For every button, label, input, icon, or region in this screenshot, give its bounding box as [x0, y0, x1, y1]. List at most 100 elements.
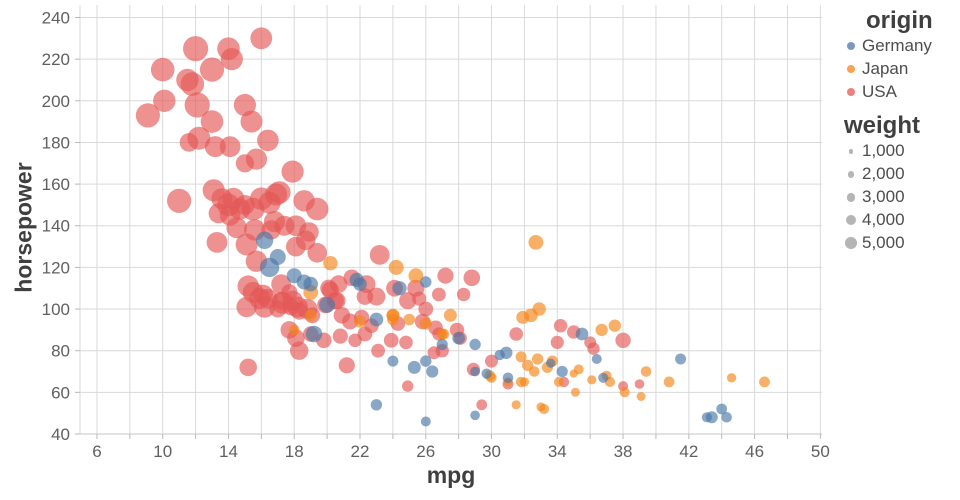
data-point: [200, 110, 224, 133]
data-point: [187, 126, 211, 150]
data-point: [269, 300, 287, 318]
y-tick-label: 100: [42, 300, 70, 319]
size-swatch-icon: [846, 192, 856, 202]
data-point: [516, 310, 530, 324]
y-axis-title: horsepower: [10, 162, 37, 293]
data-point: [619, 387, 630, 398]
data-point: [509, 327, 523, 341]
data-point: [587, 375, 597, 385]
data-point: [470, 366, 480, 377]
data-point: [150, 57, 175, 82]
legend-item-weight-1000: 1,000: [840, 140, 958, 163]
data-point: [419, 317, 432, 330]
data-point: [550, 335, 564, 349]
x-tick-label: 22: [351, 442, 370, 461]
data-point: [500, 346, 513, 359]
data-point: [204, 136, 226, 158]
legend-item-label: 3,000: [862, 187, 905, 207]
data-point: [470, 410, 480, 421]
data-point: [388, 259, 404, 275]
data-point: [759, 376, 770, 388]
size-swatch-icon: [845, 237, 857, 250]
data-point: [705, 411, 718, 424]
data-point: [481, 368, 492, 379]
legend-item-weight-2000: 2,000: [840, 163, 958, 186]
size-swatch-icon: [847, 170, 855, 178]
data-point: [556, 365, 568, 378]
data-point: [528, 235, 544, 250]
data-point: [663, 376, 675, 388]
data-point: [573, 364, 584, 375]
data-point: [463, 269, 481, 287]
data-point: [587, 342, 600, 355]
legend-item-weight-5000: 5,000: [840, 232, 958, 255]
data-point: [235, 195, 255, 215]
legend-item-label: Germany: [862, 35, 932, 55]
data-point: [436, 338, 448, 351]
data-point: [570, 387, 580, 397]
data-point: [357, 326, 373, 342]
data-point: [183, 36, 209, 62]
size-swatch-icon: [848, 148, 854, 154]
x-tick-label: 6: [92, 442, 101, 461]
data-point: [296, 274, 312, 290]
data-point: [233, 93, 256, 117]
y-tick-label: 160: [42, 175, 70, 194]
data-point: [367, 287, 386, 306]
legend-item-weight-4000: 4,000: [840, 209, 958, 232]
legend-item-label: 2,000: [862, 164, 905, 184]
data-point: [299, 222, 319, 242]
data-point: [438, 328, 450, 340]
data-point: [386, 309, 400, 322]
legend-item-usa: USA: [840, 80, 958, 103]
x-tick-label: 18: [285, 442, 304, 461]
legend-item-label: 5,000: [862, 233, 905, 253]
data-point: [206, 232, 228, 253]
data-point: [305, 325, 323, 343]
size-swatch-icon: [845, 215, 857, 226]
data-point: [452, 331, 465, 345]
data-point: [502, 372, 514, 384]
data-point: [420, 276, 432, 288]
data-point: [257, 129, 279, 152]
data-point: [255, 231, 274, 249]
data-point: [226, 217, 247, 239]
data-point: [371, 343, 385, 358]
data-point: [399, 292, 417, 310]
data-point: [412, 291, 427, 306]
data-point: [546, 358, 556, 368]
data-point: [250, 27, 273, 50]
data-point: [469, 338, 481, 351]
data-point: [575, 327, 589, 341]
data-point: [515, 351, 527, 363]
y-tick-label: 200: [42, 92, 70, 111]
data-point: [420, 416, 431, 427]
data-point: [553, 319, 568, 333]
data-point: [529, 366, 540, 377]
data-point: [268, 181, 291, 204]
legend-item-label: 4,000: [862, 210, 905, 230]
data-point: [608, 319, 621, 332]
y-tick-label: 240: [42, 8, 70, 27]
data-point: [636, 392, 646, 401]
data-point: [598, 372, 609, 383]
x-tick-label: 26: [416, 442, 435, 461]
data-point: [392, 281, 407, 296]
legend-item-label: USA: [862, 81, 897, 101]
data-point: [403, 313, 416, 326]
data-point: [307, 243, 328, 263]
data-point: [532, 353, 544, 365]
x-tick-label: 46: [745, 442, 764, 461]
data-point: [281, 160, 304, 183]
data-point: [199, 57, 225, 82]
data-point: [304, 309, 317, 322]
x-tick-label: 38: [614, 442, 633, 461]
data-point: [220, 48, 243, 71]
data-point: [332, 328, 348, 344]
x-tick-label: 42: [679, 442, 698, 461]
data-point: [369, 245, 390, 265]
data-point: [437, 267, 454, 284]
legend-weight-title: weight: [844, 112, 920, 140]
data-point: [591, 354, 602, 364]
